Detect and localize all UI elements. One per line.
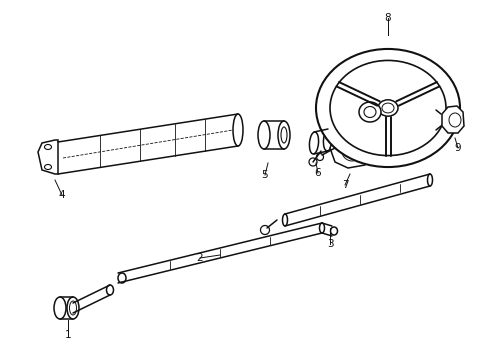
Ellipse shape [382, 103, 394, 113]
Ellipse shape [281, 127, 287, 143]
Ellipse shape [341, 135, 363, 161]
Ellipse shape [45, 144, 51, 149]
Ellipse shape [427, 174, 433, 186]
Ellipse shape [233, 114, 243, 146]
Polygon shape [330, 132, 372, 168]
Ellipse shape [319, 223, 324, 233]
Ellipse shape [330, 60, 446, 156]
Text: 7: 7 [342, 180, 348, 190]
Text: 1: 1 [65, 330, 72, 340]
Ellipse shape [54, 297, 66, 319]
Ellipse shape [283, 214, 288, 226]
Ellipse shape [449, 113, 461, 127]
Text: 6: 6 [315, 168, 321, 178]
Polygon shape [442, 106, 464, 133]
Polygon shape [38, 140, 58, 174]
Ellipse shape [106, 285, 114, 295]
Text: 5: 5 [262, 170, 269, 180]
Text: 3: 3 [327, 239, 333, 249]
Ellipse shape [364, 107, 376, 117]
Text: 4: 4 [59, 190, 65, 200]
Text: 2: 2 [196, 253, 203, 263]
Ellipse shape [309, 132, 318, 154]
Ellipse shape [67, 297, 79, 319]
Ellipse shape [45, 165, 51, 170]
Ellipse shape [378, 100, 398, 116]
Ellipse shape [70, 301, 76, 315]
Text: 9: 9 [455, 143, 461, 153]
Ellipse shape [316, 49, 460, 167]
Ellipse shape [330, 227, 338, 235]
Ellipse shape [323, 129, 333, 151]
Ellipse shape [118, 273, 126, 283]
Ellipse shape [359, 102, 381, 122]
Ellipse shape [258, 121, 270, 149]
Ellipse shape [278, 121, 290, 149]
Text: 8: 8 [385, 13, 392, 23]
